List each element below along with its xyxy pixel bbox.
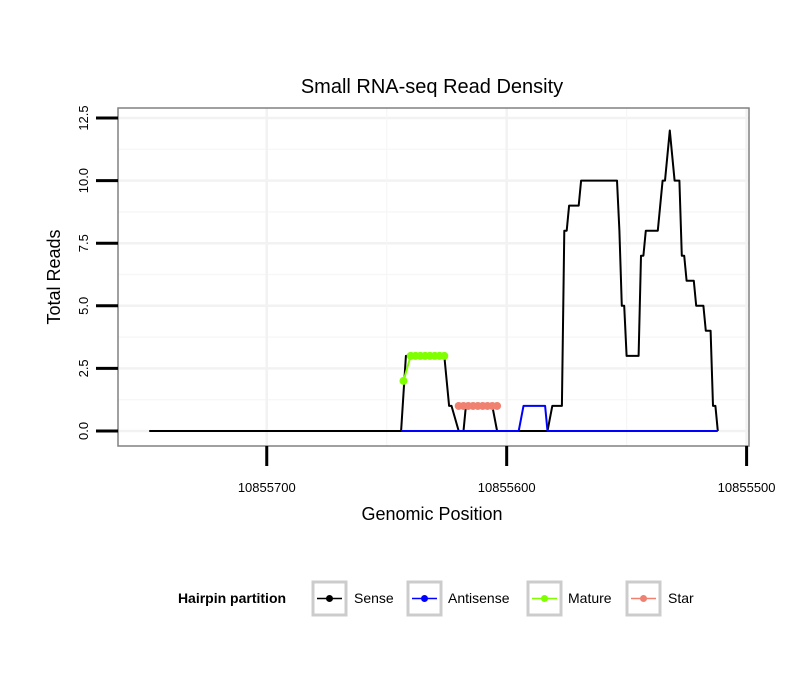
legend-item-sense: Sense (311, 580, 394, 617)
y-tick-label: 12.5 (76, 105, 91, 130)
grid (118, 108, 749, 446)
chart-title: Small RNA-seq Read Density (301, 76, 563, 98)
y-tick-label: 5.0 (76, 297, 91, 315)
legend-label-star: Star (668, 590, 694, 606)
y-tick-label: 7.5 (76, 234, 91, 252)
series-star-point (493, 401, 502, 410)
series-layer (149, 129, 719, 432)
legend: Hairpin partition Sense Antisense Mature… (178, 580, 694, 617)
y-axis-label: Total Reads (44, 229, 64, 324)
legend-label-sense: Sense (354, 590, 394, 606)
legend-item-mature: Mature (526, 580, 612, 617)
y-tick-label: 10.0 (76, 168, 91, 193)
series-sense-line (149, 129, 719, 432)
series-antisense-line (401, 404, 718, 432)
series-mature-point (399, 376, 408, 385)
x-tick-label: 10855700 (238, 480, 296, 495)
y-tick-label: 0.0 (76, 422, 91, 440)
legend-label-antisense: Antisense (448, 590, 510, 606)
x-axis-label: Genomic Position (361, 504, 502, 524)
plot-panel-border (117, 107, 750, 447)
legend-label-mature: Mature (568, 590, 612, 606)
legend-item-star: Star (625, 580, 694, 617)
axes: 0.0 2.5 5.0 7.5 10.0 12.5 10855700 10855600 1085… (76, 105, 776, 495)
legend-title: Hairpin partition (178, 590, 286, 606)
y-tick-label: 2.5 (76, 359, 91, 377)
x-tick-label: 10855600 (478, 480, 536, 495)
series-mature-point (440, 351, 449, 360)
x-tick-label: 10855500 (718, 480, 776, 495)
legend-item-antisense: Antisense (406, 580, 510, 617)
